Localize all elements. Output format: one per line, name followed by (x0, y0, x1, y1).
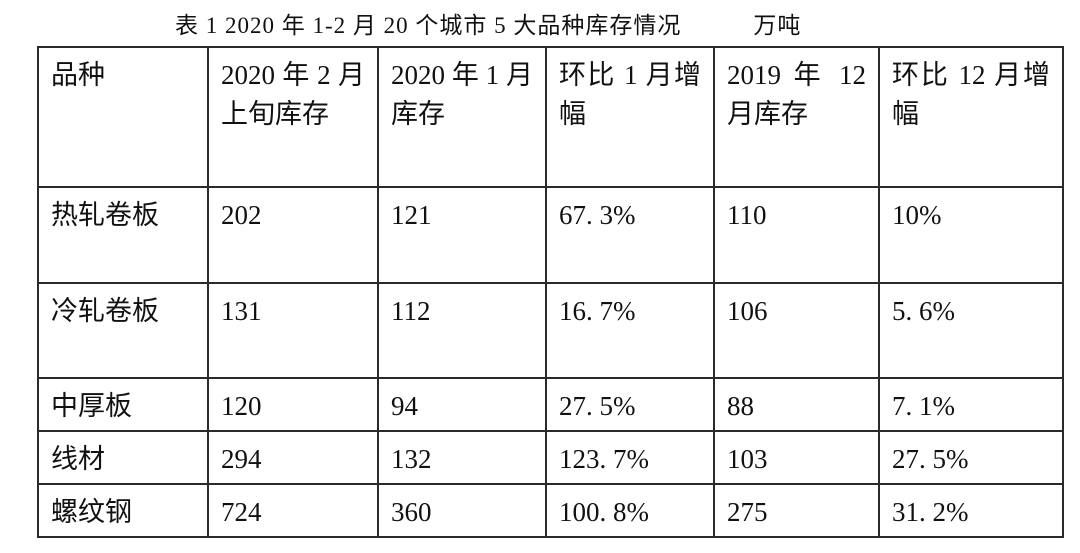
header-row: 品种 2020 年 2 月上旬库存 2020 年 1 月库存 环比 1 月增幅 … (37, 46, 1064, 188)
cell-dec2019: 110 (713, 186, 880, 284)
cell-jan2020: 132 (377, 430, 547, 486)
cell-mom-jan: 100. 8% (545, 483, 715, 539)
table-row: 冷轧卷板 131 112 16. 7% 106 5. 6% (37, 282, 1064, 379)
table-caption: 表 1 2020 年 1-2 月 20 个城市 5 大品种库存情况 万吨 (0, 0, 1080, 46)
cell-mom-dec: 5. 6% (878, 282, 1064, 379)
table-row: 螺纹钢 724 360 100. 8% 275 31. 2% (37, 483, 1064, 539)
cell-variety: 线材 (37, 430, 209, 486)
cell-feb2020-early: 202 (207, 186, 379, 284)
col-header-mom-jan: 环比 1 月增幅 (545, 46, 715, 188)
col-header-variety: 品种 (37, 46, 209, 188)
cell-mom-dec: 27. 5% (878, 430, 1064, 486)
cell-jan2020: 112 (377, 282, 547, 379)
cell-feb2020-early: 120 (207, 376, 379, 433)
col-header-feb2020-early: 2020 年 2 月上旬库存 (207, 46, 379, 188)
cell-jan2020: 121 (377, 186, 547, 284)
table-row: 中厚板 120 94 27. 5% 88 7. 1% (37, 376, 1064, 433)
cell-mom-dec: 10% (878, 186, 1064, 284)
cell-dec2019: 88 (713, 376, 880, 433)
caption-text: 表 1 2020 年 1-2 月 20 个城市 5 大品种库存情况 (175, 13, 682, 38)
table-row: 热轧卷板 202 121 67. 3% 110 10% (37, 186, 1064, 284)
cell-jan2020: 94 (377, 376, 547, 433)
cell-variety: 中厚板 (37, 376, 209, 433)
cell-mom-dec: 31. 2% (878, 483, 1064, 539)
cell-variety: 冷轧卷板 (37, 282, 209, 379)
col-header-jan2020: 2020 年 1 月库存 (377, 46, 547, 188)
cell-mom-jan: 123. 7% (545, 430, 715, 486)
cell-mom-jan: 67. 3% (545, 186, 715, 284)
cell-jan2020: 360 (377, 483, 547, 539)
cell-mom-jan: 27. 5% (545, 376, 715, 433)
caption-unit-label: 万吨 (753, 13, 802, 38)
cell-variety: 螺纹钢 (37, 483, 209, 539)
cell-dec2019: 275 (713, 483, 880, 539)
cell-dec2019: 103 (713, 430, 880, 486)
cell-dec2019: 106 (713, 282, 880, 379)
col-header-dec2019: 2019 年 12 月库存 (713, 46, 880, 188)
cell-feb2020-early: 724 (207, 483, 379, 539)
col-header-mom-dec: 环比 12 月增幅 (878, 46, 1064, 188)
table-row: 线材 294 132 123. 7% 103 27. 5% (37, 430, 1064, 486)
cell-mom-jan: 16. 7% (545, 282, 715, 379)
cell-mom-dec: 7. 1% (878, 376, 1064, 433)
cell-feb2020-early: 294 (207, 430, 379, 486)
cell-feb2020-early: 131 (207, 282, 379, 379)
cell-variety: 热轧卷板 (37, 186, 209, 284)
inventory-table: 品种 2020 年 2 月上旬库存 2020 年 1 月库存 环比 1 月增幅 … (37, 46, 1064, 539)
